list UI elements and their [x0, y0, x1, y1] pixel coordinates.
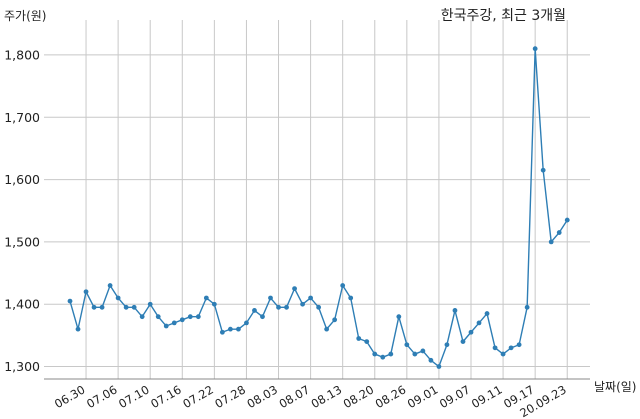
x-tick-label: 09.11	[469, 382, 505, 411]
data-point	[308, 295, 313, 301]
data-point	[228, 326, 233, 332]
data-point	[532, 46, 538, 52]
x-tick-label: 08.20	[341, 382, 377, 411]
data-point	[340, 283, 346, 288]
data-point	[163, 323, 169, 329]
data-point	[252, 308, 257, 313]
data-point	[211, 301, 217, 307]
y-tick-label: 1,800	[4, 47, 40, 62]
data-point	[436, 364, 442, 369]
data-point	[131, 304, 137, 310]
x-axis-label: 날짜(일)	[594, 380, 636, 394]
data-point	[187, 314, 193, 320]
data-point	[284, 304, 289, 310]
x-tick-label: 09.01	[405, 382, 441, 411]
y-tick-label: 1,400	[4, 297, 40, 312]
data-point	[171, 320, 177, 326]
y-tick-label: 1,600	[4, 172, 40, 187]
data-point	[260, 314, 265, 320]
data-point	[219, 329, 225, 335]
x-tick-labels: 06.3007.0607.1007.1607.2207.2808.0308.07…	[52, 382, 569, 419]
x-tick-label: 08.07	[277, 382, 313, 411]
gridlines	[44, 20, 590, 379]
data-point	[348, 295, 354, 301]
data-point	[396, 314, 402, 320]
data-point	[556, 230, 562, 235]
data-point	[268, 295, 273, 301]
data-point	[428, 357, 434, 363]
y-tick-label: 1,500	[4, 234, 40, 249]
x-tick-label: 07.28	[212, 382, 248, 411]
data-point	[452, 308, 458, 313]
data-point	[548, 239, 554, 245]
x-tick-label: 07.06	[84, 382, 120, 411]
chart-title: 한국주강, 최근 3개월	[441, 8, 566, 24]
data-point	[380, 354, 386, 360]
data-point	[316, 304, 322, 310]
data-point	[372, 351, 378, 357]
data-point	[139, 314, 145, 320]
data-point	[147, 301, 153, 307]
data-point	[476, 320, 482, 326]
x-tick-label: 07.10	[116, 382, 152, 411]
data-point	[564, 217, 570, 223]
data-point	[91, 304, 97, 310]
data-point	[388, 351, 394, 357]
y-tick-label: 1,700	[4, 110, 40, 125]
data-point	[492, 345, 498, 351]
y-tick-label: 1,300	[4, 359, 40, 374]
data-point	[364, 339, 370, 345]
data-point	[444, 342, 450, 348]
data-point	[115, 295, 121, 301]
data-point	[107, 283, 113, 288]
x-tick-label: 06.30	[52, 382, 88, 411]
data-point	[404, 342, 410, 348]
data-point	[460, 339, 466, 345]
data-point	[195, 314, 201, 320]
x-tick-label: 07.16	[148, 382, 184, 411]
data-point	[179, 317, 185, 323]
data-point	[508, 345, 514, 351]
data-point	[276, 304, 281, 310]
data-point	[67, 298, 73, 304]
y-tick-labels: 1,300 1,400 1,500 1,600 1,700 1,800	[4, 47, 40, 374]
data-point	[75, 326, 81, 332]
data-point	[420, 348, 426, 354]
data-point	[244, 320, 249, 326]
series-line	[69, 48, 568, 368]
data-point	[500, 351, 506, 357]
data-point	[99, 304, 105, 310]
data-point	[300, 301, 305, 307]
x-tick-label: 08.13	[309, 382, 345, 411]
series-layer	[67, 46, 570, 369]
data-point	[123, 304, 129, 310]
data-point	[324, 326, 330, 332]
data-point	[540, 167, 546, 173]
data-point	[484, 311, 490, 316]
data-point	[356, 336, 362, 341]
data-point	[412, 351, 418, 357]
data-point	[155, 314, 161, 320]
data-point	[332, 317, 338, 323]
y-axis-label: 주가(원)	[4, 9, 46, 23]
data-point	[468, 329, 474, 335]
data-point	[83, 289, 89, 295]
x-tick-label: 08.03	[244, 382, 280, 411]
data-point	[292, 286, 297, 292]
data-point	[516, 342, 522, 348]
data-point	[236, 326, 241, 332]
x-tick-label: 09.07	[437, 382, 473, 411]
data-point	[524, 304, 530, 310]
data-point	[203, 295, 209, 301]
x-tick-label: 08.26	[373, 382, 409, 411]
x-tick-label: 07.22	[180, 382, 216, 411]
